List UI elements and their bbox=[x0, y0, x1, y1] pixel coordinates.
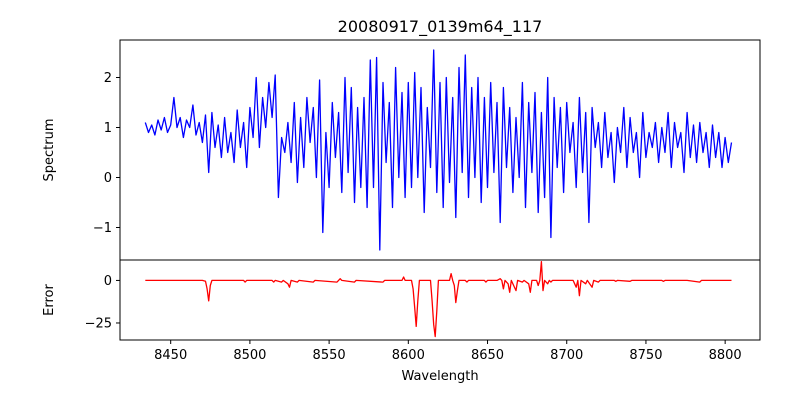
spectrum-y-tick-label: −1 bbox=[93, 221, 112, 236]
x-tick-label: 8550 bbox=[313, 348, 346, 363]
error-y-axis-label: Error bbox=[42, 284, 57, 316]
error-x-ticks: 8450 8500 8550 8600 8650 8700 8750 8800 bbox=[154, 340, 742, 363]
x-tick-label: 8450 bbox=[154, 348, 187, 363]
spectrum-y-axis-label: Spectrum bbox=[42, 119, 57, 182]
x-tick-label: 8600 bbox=[392, 348, 425, 363]
error-plot-frame bbox=[119, 259, 761, 341]
x-tick-label: 8700 bbox=[550, 348, 583, 363]
spectrum-y-tick-label: 0 bbox=[104, 171, 112, 186]
error-series-line bbox=[145, 261, 732, 338]
x-axis-label: Wavelength bbox=[401, 369, 478, 384]
x-tick-label: 8800 bbox=[709, 348, 742, 363]
x-tick-label: 8650 bbox=[471, 348, 504, 363]
spectrum-y-tick-label: 2 bbox=[104, 71, 112, 86]
spectrum-series-group bbox=[144, 49, 733, 251]
spectrum-y-ticks: −1 0 1 2 bbox=[93, 71, 120, 236]
error-series-group bbox=[145, 261, 732, 338]
error-y-tick-label: 0 bbox=[104, 274, 112, 289]
error-y-tick-label: −25 bbox=[85, 316, 112, 331]
error-panel: −25 0 8450 8500 8550 8600 8650 8700 8750 8800 Er… bbox=[42, 259, 761, 384]
x-tick-label: 8500 bbox=[233, 348, 266, 363]
x-tick-label: 8750 bbox=[629, 348, 662, 363]
spectrum-y-tick-label: 1 bbox=[104, 121, 112, 136]
spectrum-series-line bbox=[144, 49, 733, 251]
spectrum-panel: 20080917_0139m64_117 −1 0 1 2 Spectrum bbox=[42, 17, 761, 261]
chart-title: 20080917_0139m64_117 bbox=[338, 17, 543, 37]
error-y-ticks: −25 0 bbox=[85, 274, 120, 331]
